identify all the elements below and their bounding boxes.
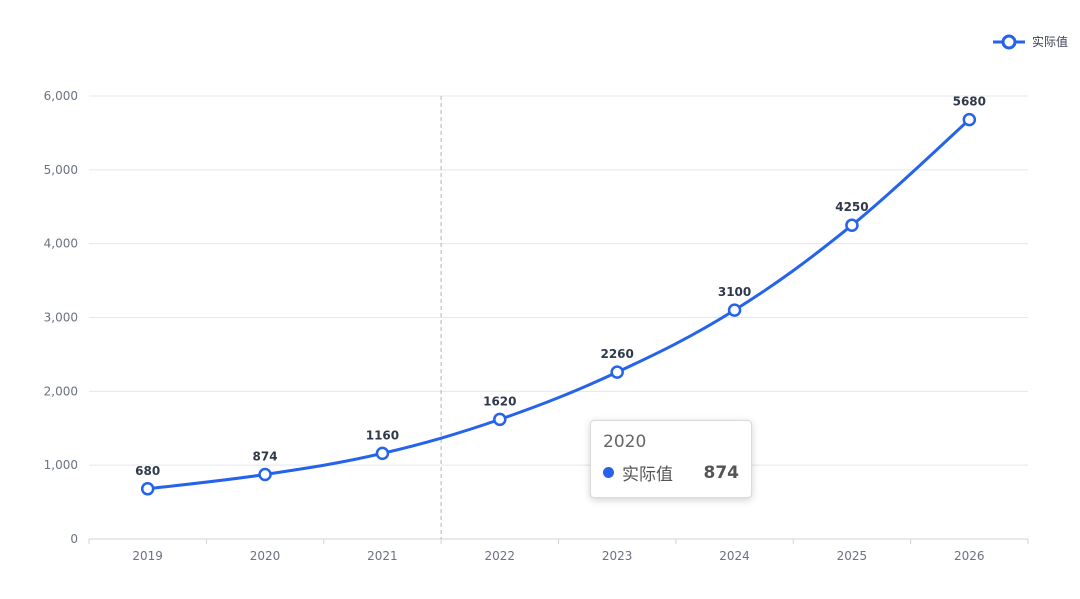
- tooltip-dot-icon: [603, 467, 614, 478]
- data-label: 5680: [953, 95, 986, 109]
- data-point[interactable]: [845, 218, 859, 232]
- data-labels: 680 874 1160 1620 2260 3100 4250 5680: [135, 95, 986, 478]
- x-axis: 2019 2020 2021 2022 2023 2024 2025 2026: [88, 539, 1029, 563]
- series-line: [147, 118, 971, 491]
- grid-lines: [89, 95, 1028, 540]
- data-label: 4250: [835, 200, 868, 214]
- y-tick-label: 6,000: [44, 89, 78, 103]
- y-tick-label: 0: [70, 532, 78, 546]
- data-point[interactable]: [962, 112, 977, 127]
- y-axis: 0 1,000 2,000 3,000 4,000 5,000 6,000: [44, 89, 78, 546]
- y-tick-label: 1,000: [44, 458, 78, 472]
- x-tick-label: 2023: [602, 549, 633, 563]
- data-point[interactable]: [140, 482, 155, 496]
- legend[interactable]: 实际值: [993, 34, 1068, 50]
- data-point[interactable]: [258, 467, 272, 482]
- data-label: 2260: [600, 347, 633, 361]
- data-point[interactable]: [493, 412, 507, 427]
- x-tick-label: 2021: [367, 549, 398, 563]
- x-tick-label: 2022: [485, 549, 516, 563]
- tooltip: 2020 实际值 874: [590, 420, 752, 498]
- x-tick-label: 2025: [837, 549, 868, 563]
- legend-label: 实际值: [1032, 34, 1068, 49]
- series-points: [140, 112, 977, 496]
- data-label: 1160: [366, 428, 399, 442]
- data-label: 1620: [483, 394, 516, 408]
- tooltip-row: 实际值 874: [603, 460, 739, 485]
- x-tick-label: 2019: [132, 549, 163, 563]
- y-tick-label: 4,000: [44, 237, 78, 251]
- x-tick-label: 2024: [719, 549, 750, 563]
- y-tick-label: 2,000: [44, 384, 78, 398]
- legend-marker-icon: [1001, 34, 1017, 50]
- data-point[interactable]: [727, 303, 742, 317]
- data-label: 3100: [718, 285, 751, 299]
- data-point[interactable]: [610, 365, 624, 379]
- tooltip-title: 2020: [603, 432, 647, 452]
- data-label: 874: [253, 449, 278, 463]
- data-point[interactable]: [375, 446, 390, 461]
- x-tick-label: 2026: [954, 549, 985, 563]
- tooltip-value: 874: [703, 462, 740, 483]
- y-tick-label: 5,000: [44, 163, 78, 177]
- tooltip-series-name: 实际值: [622, 465, 673, 485]
- data-label: 680: [135, 464, 160, 478]
- y-tick-label: 3,000: [44, 311, 78, 325]
- x-tick-label: 2020: [250, 549, 281, 563]
